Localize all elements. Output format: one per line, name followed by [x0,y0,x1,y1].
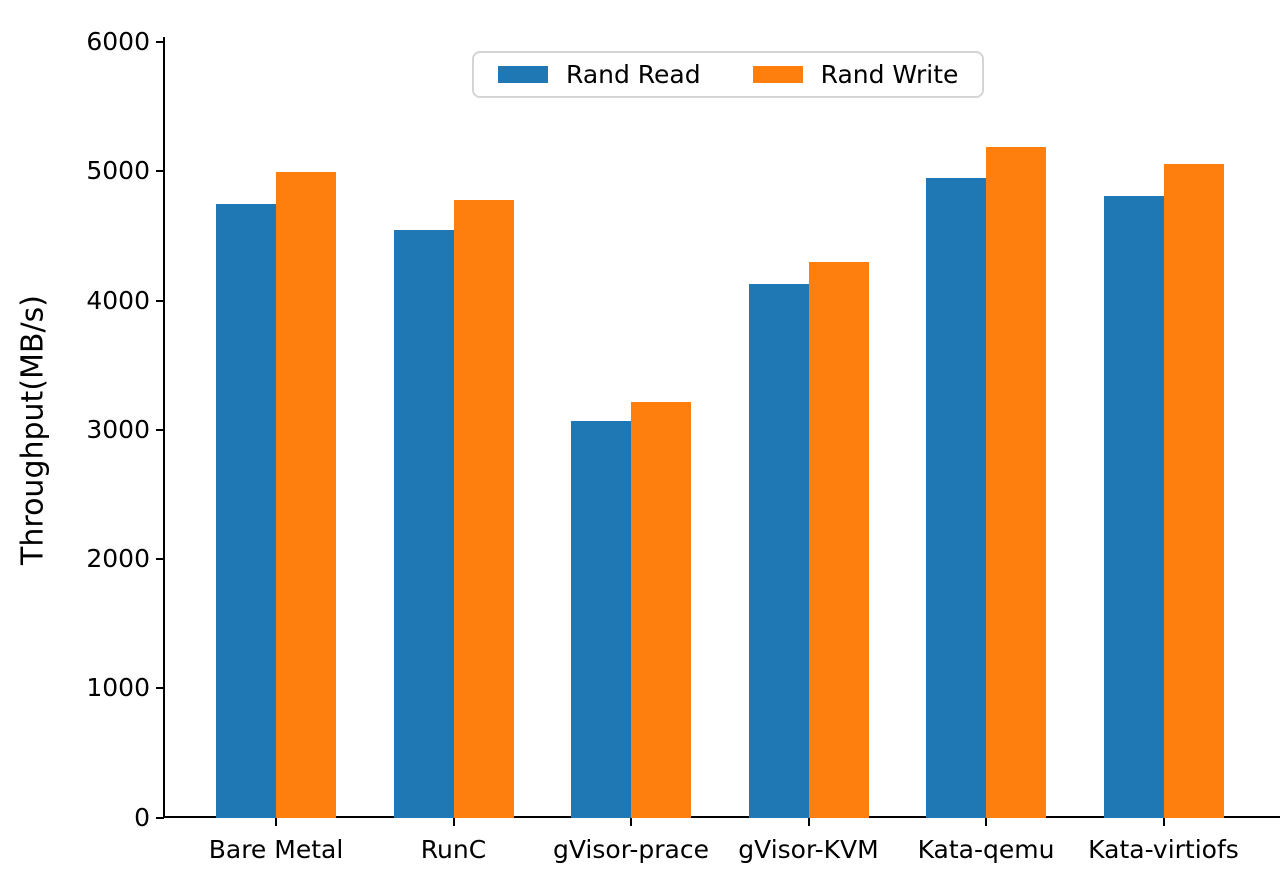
y-tick [156,299,164,302]
y-tick-label: 4000 [86,285,150,315]
legend-label-rand-write: Rand Write [820,60,959,89]
rand-write-swatch-icon [752,66,803,83]
y-tick [156,170,164,173]
y-tick-label: 2000 [86,544,150,573]
x-tick-label: Kata-virtiofs [1088,835,1239,864]
y-tick-label: 3000 [86,414,150,444]
y-tick-label: 0 [134,802,150,832]
x-tick [275,818,277,826]
bar-rand-read-kata-qemu [926,178,986,818]
y-tick-label: 1000 [86,673,150,703]
legend: Rand Read Rand Write [472,51,985,98]
legend-item-rand-read: Rand Read [498,60,701,89]
x-tick-label: Kata-qemu [917,835,1055,864]
y-tick-label: 6000 [86,27,150,56]
bar-rand-read-runc [393,230,454,818]
bar-rand-read-bare-metal [216,204,276,818]
bar-rand-write-gvisor-kvm [808,262,869,818]
legend-label-rand-read: Rand Read [566,60,701,89]
y-tick [156,558,164,560]
y-tick [156,41,164,43]
bar-rand-write-kata-qemu [986,147,1046,818]
y-tick-label: 5000 [86,156,150,186]
y-tick [156,687,164,690]
bar-rand-write-bare-metal [276,172,336,818]
x-tick-label: Bare Metal [208,835,344,864]
rand-read-swatch-icon [498,66,548,83]
y-tick [156,816,164,819]
bar-rand-read-gvisor-kvm [748,284,809,818]
x-tick [807,818,810,826]
x-axis-line [163,816,1280,818]
x-tick [1162,818,1165,826]
bar-rand-write-runc [453,200,514,818]
x-tick-label: RunC [420,835,487,864]
y-axis-line [163,37,165,818]
x-tick-label: gVisor-KVM [738,835,879,864]
bar-rand-write-gvisor-prace [631,402,691,818]
x-tick [452,818,455,826]
x-tick [630,818,632,826]
bar-rand-read-gvisor-prace [571,421,631,818]
y-axis-title: Throughput(MB/s) [15,295,51,565]
bar-rand-write-kata-virtiofs [1163,164,1224,818]
x-tick-label: gVisor-prace [553,835,709,864]
x-tick [985,818,987,826]
bar-rand-read-kata-virtiofs [1103,196,1164,818]
y-tick [156,428,164,431]
legend-item-rand-write: Rand Write [752,60,959,89]
